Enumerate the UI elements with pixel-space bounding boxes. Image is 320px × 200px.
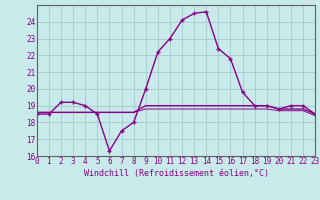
X-axis label: Windchill (Refroidissement éolien,°C): Windchill (Refroidissement éolien,°C)	[84, 169, 268, 178]
